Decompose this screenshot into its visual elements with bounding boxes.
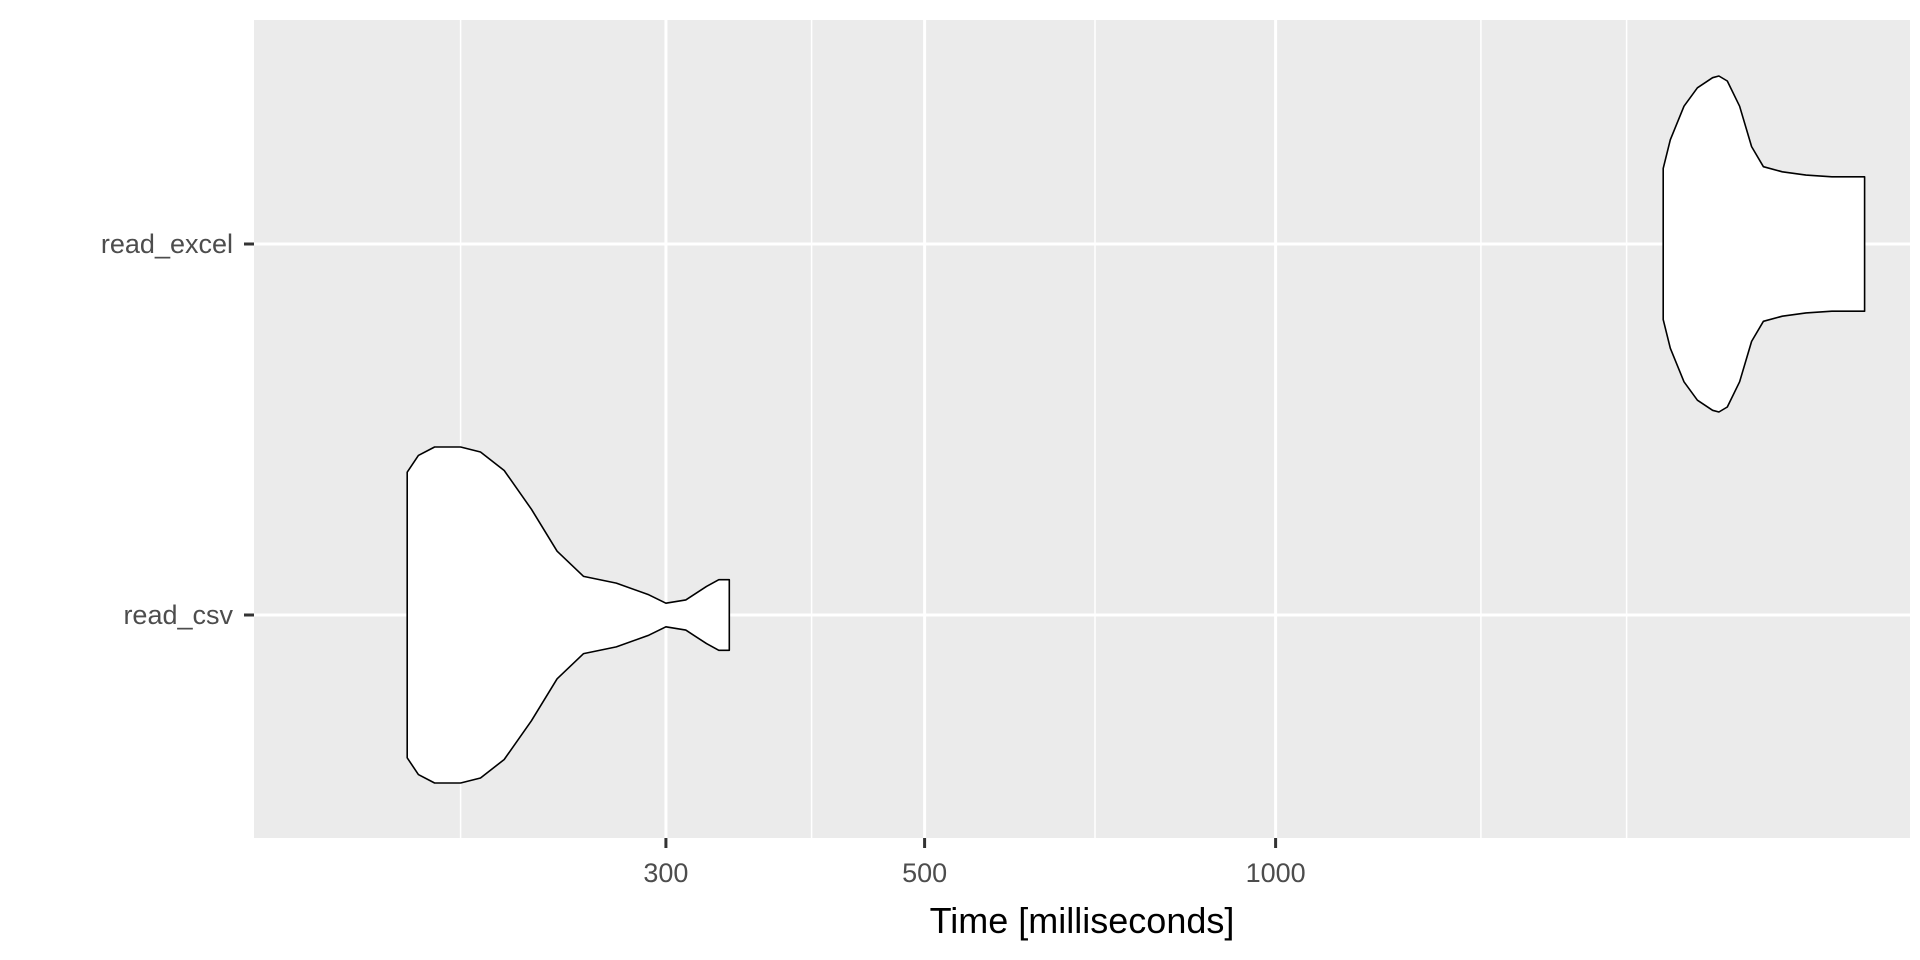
- x-tick-label: 300: [643, 858, 688, 888]
- y-tick-label: read_csv: [123, 600, 233, 630]
- violin-read-excel: [1662, 75, 1866, 413]
- y-tick-label: read_excel: [101, 229, 233, 259]
- x-axis: 300 500 1000: [643, 838, 1306, 888]
- x-tick-label: 500: [902, 858, 947, 888]
- x-axis-title: Time [milliseconds]: [930, 900, 1235, 941]
- y-axis: read_excel read_csv: [101, 229, 254, 630]
- x-tick-label: 1000: [1246, 858, 1306, 888]
- violin-read-csv: [406, 446, 731, 784]
- violins: [406, 75, 1866, 784]
